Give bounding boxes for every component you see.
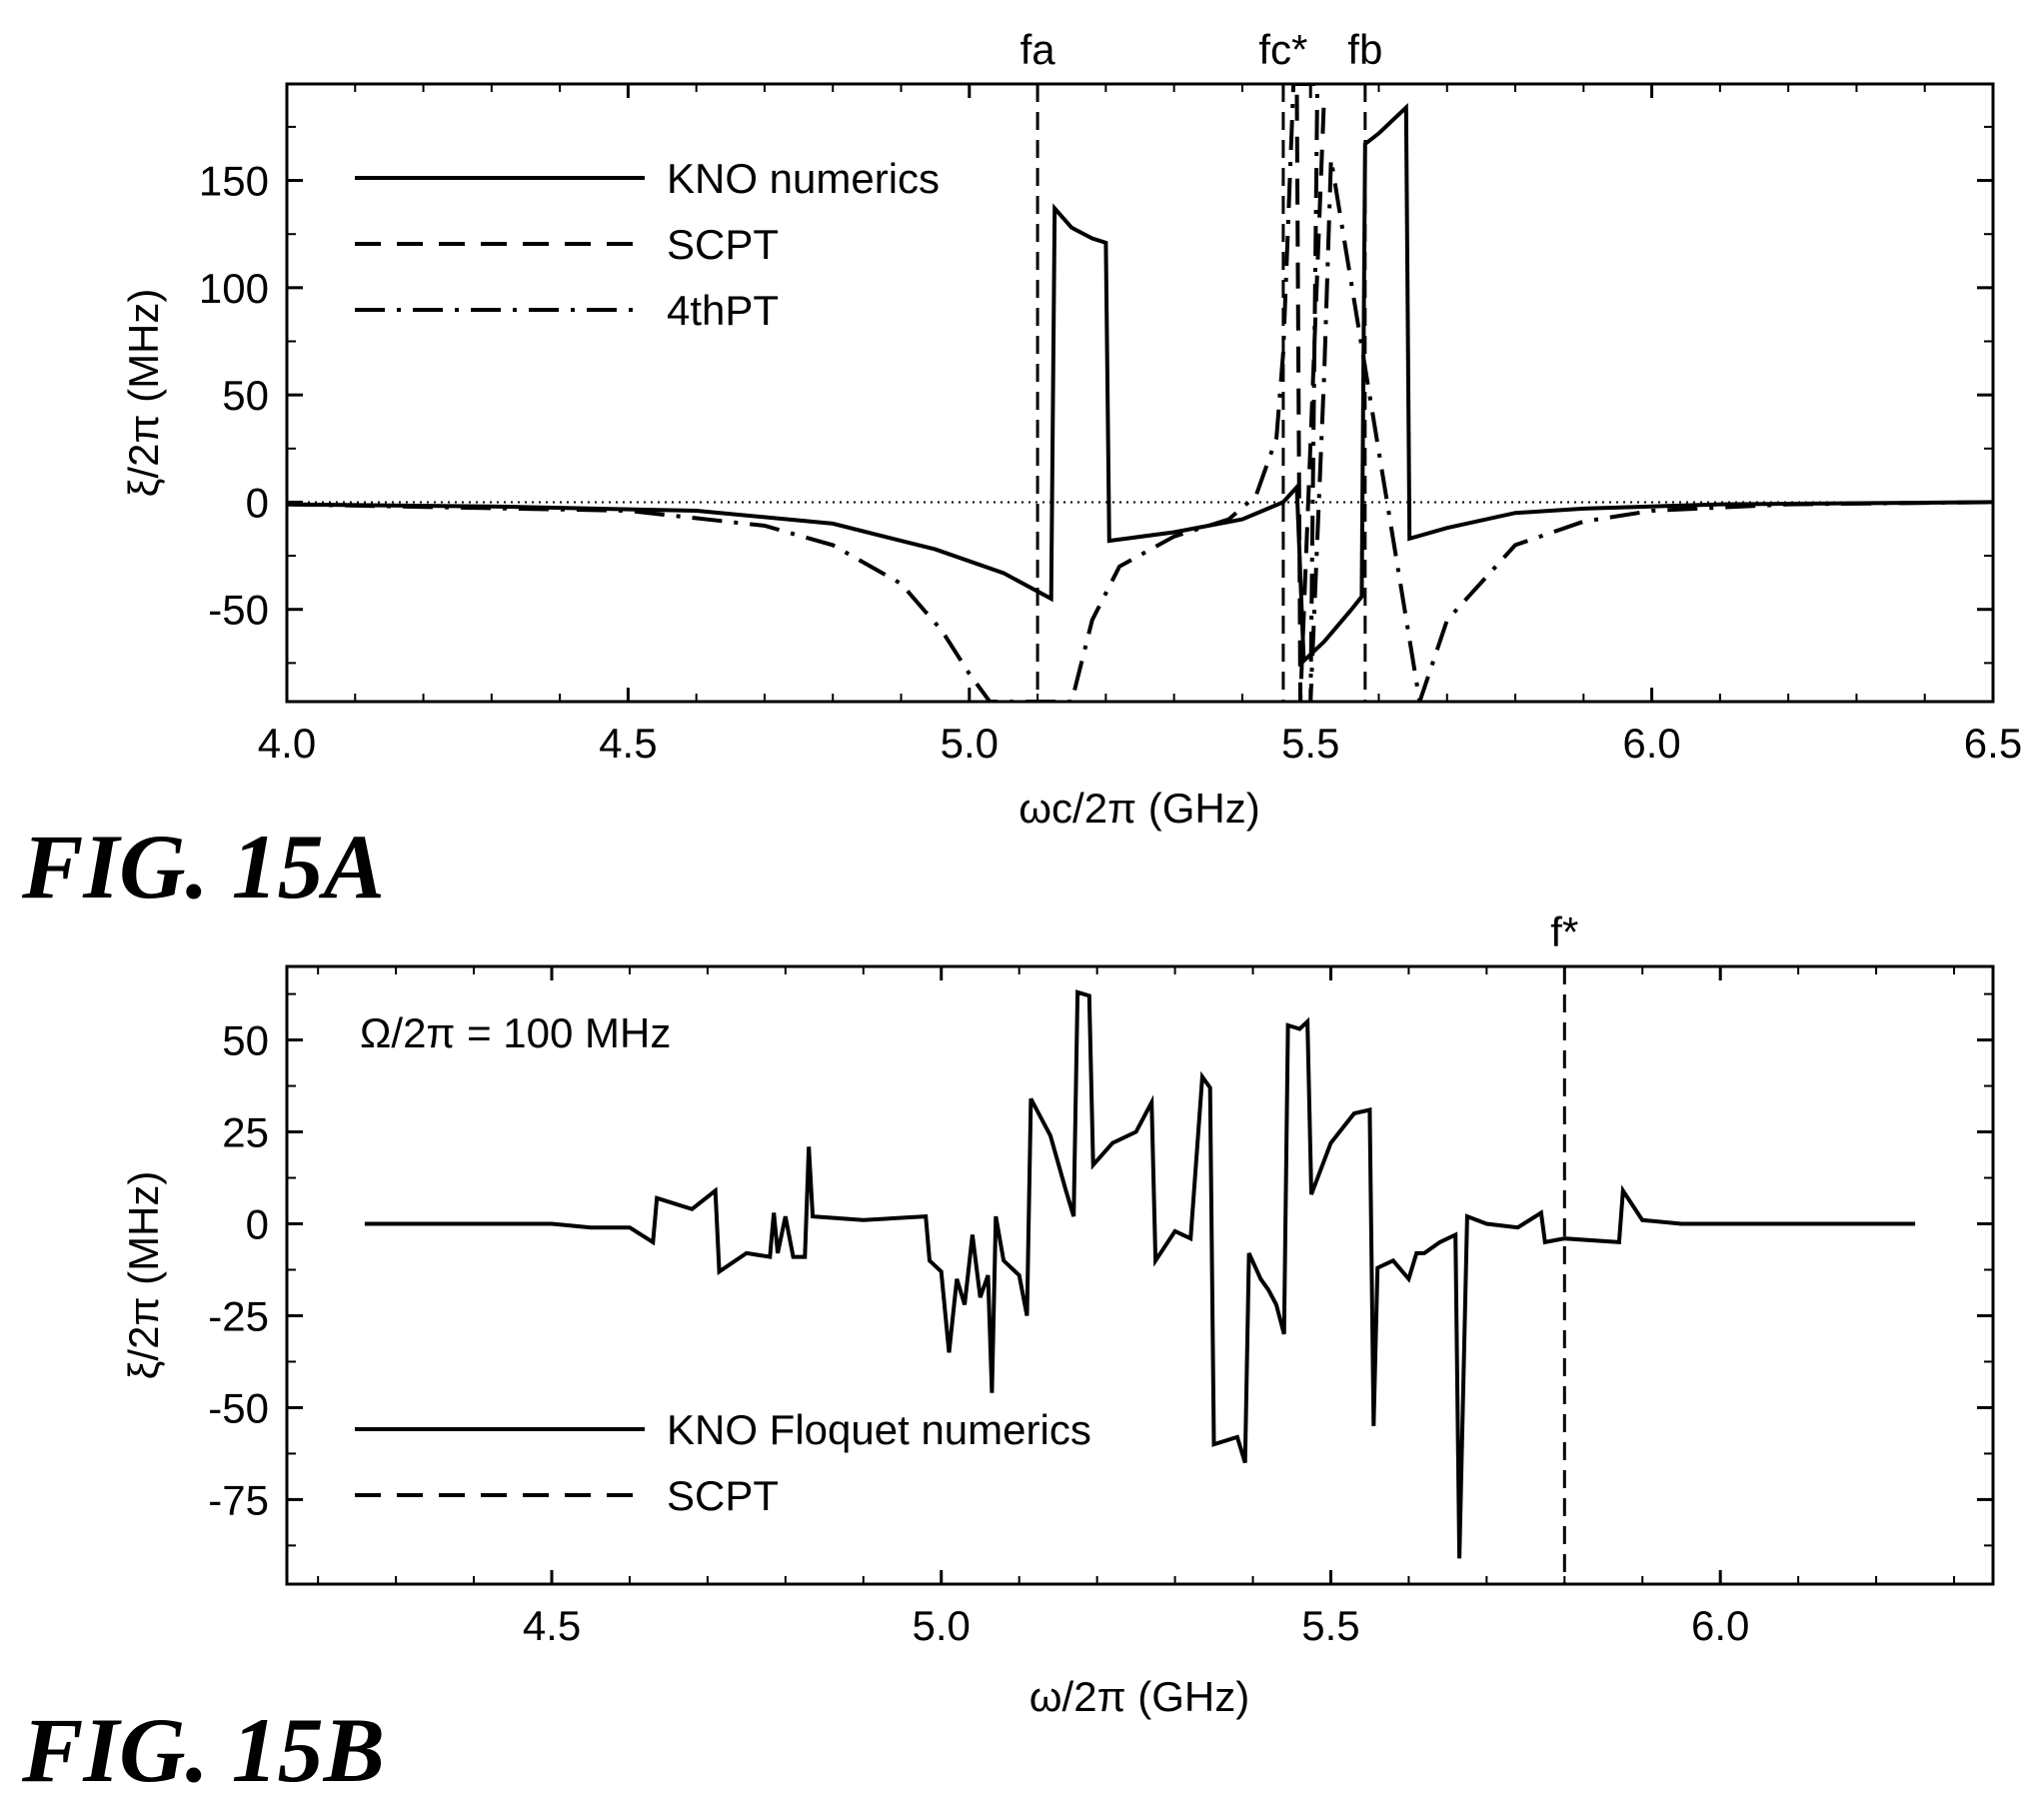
x-tick-label: 5.5 <box>1281 720 1339 767</box>
plot-frame-15a <box>285 82 1995 704</box>
x-tick-label: 4.0 <box>258 720 316 767</box>
y-tick-label: 0 <box>246 1201 269 1248</box>
x-tick-label: 6.5 <box>1964 720 2022 767</box>
y-tick-label: 25 <box>222 1109 269 1156</box>
y-tick-label: 100 <box>199 265 269 312</box>
x-tick-label: 6.0 <box>1691 1602 1749 1649</box>
y-tick-label: -25 <box>208 1292 269 1339</box>
x-tick-label: 5.5 <box>1301 1602 1359 1649</box>
annotation-omega: Ω/2π = 100 MHz <box>360 1009 671 1056</box>
x-axis-label-15a: ωc/2π (GHz) <box>1019 785 1259 832</box>
x-tick-label: 5.0 <box>941 720 999 767</box>
x-tick-label: 5.0 <box>913 1602 971 1649</box>
figure-caption-15a: FIG. 15A <box>21 816 385 917</box>
chart-15a: 4.0 4.5 5.0 5.5 6.0 6.5 150 100 50 0 -50 fa fc* fb K… <box>21 26 2022 917</box>
y-tick-label: -75 <box>208 1476 269 1523</box>
vline-label: fc* <box>1258 26 1307 73</box>
plot-frame-15b <box>285 964 1995 1586</box>
vline-label: fa <box>1021 26 1056 73</box>
legend-label: SCPT <box>667 1472 779 1519</box>
series-line <box>287 84 1993 702</box>
y-tick-label: -50 <box>208 1384 269 1431</box>
figure-caption-15b: FIG. 15B <box>21 1699 385 1797</box>
y-tick-label: -50 <box>208 587 269 634</box>
y-axis-label-15b: ξ/2π (MHz) <box>120 1171 167 1380</box>
y-tick-label: 50 <box>222 372 269 419</box>
legend-label: KNO Floquet numerics <box>667 1406 1091 1453</box>
series-line <box>1294 94 1326 702</box>
x-axis-label-15b: ω/2π (GHz) <box>1029 1673 1249 1720</box>
x-tick-label: 4.5 <box>599 720 657 767</box>
y-tick-label: 50 <box>222 1017 269 1064</box>
legend-label: KNO numerics <box>667 155 940 202</box>
y-tick-label: 0 <box>246 479 269 526</box>
y-axis-label-15a: ξ/2π (MHz) <box>120 289 167 498</box>
chart-15b: 4.5 5.0 5.5 6.0 50 25 0 -25 -50 -75 f* KNO Floque… <box>21 908 1995 1797</box>
legend-label: SCPT <box>667 221 779 268</box>
vline-label: fb <box>1347 26 1382 73</box>
legend-label: 4thPT <box>667 287 779 334</box>
x-tick-label: 6.0 <box>1622 720 1680 767</box>
x-tick-label: 4.5 <box>523 1602 581 1649</box>
series-line <box>287 102 1993 666</box>
vline-label: f* <box>1550 908 1578 955</box>
series-line <box>364 989 1916 1559</box>
y-tick-label: 150 <box>199 158 269 205</box>
